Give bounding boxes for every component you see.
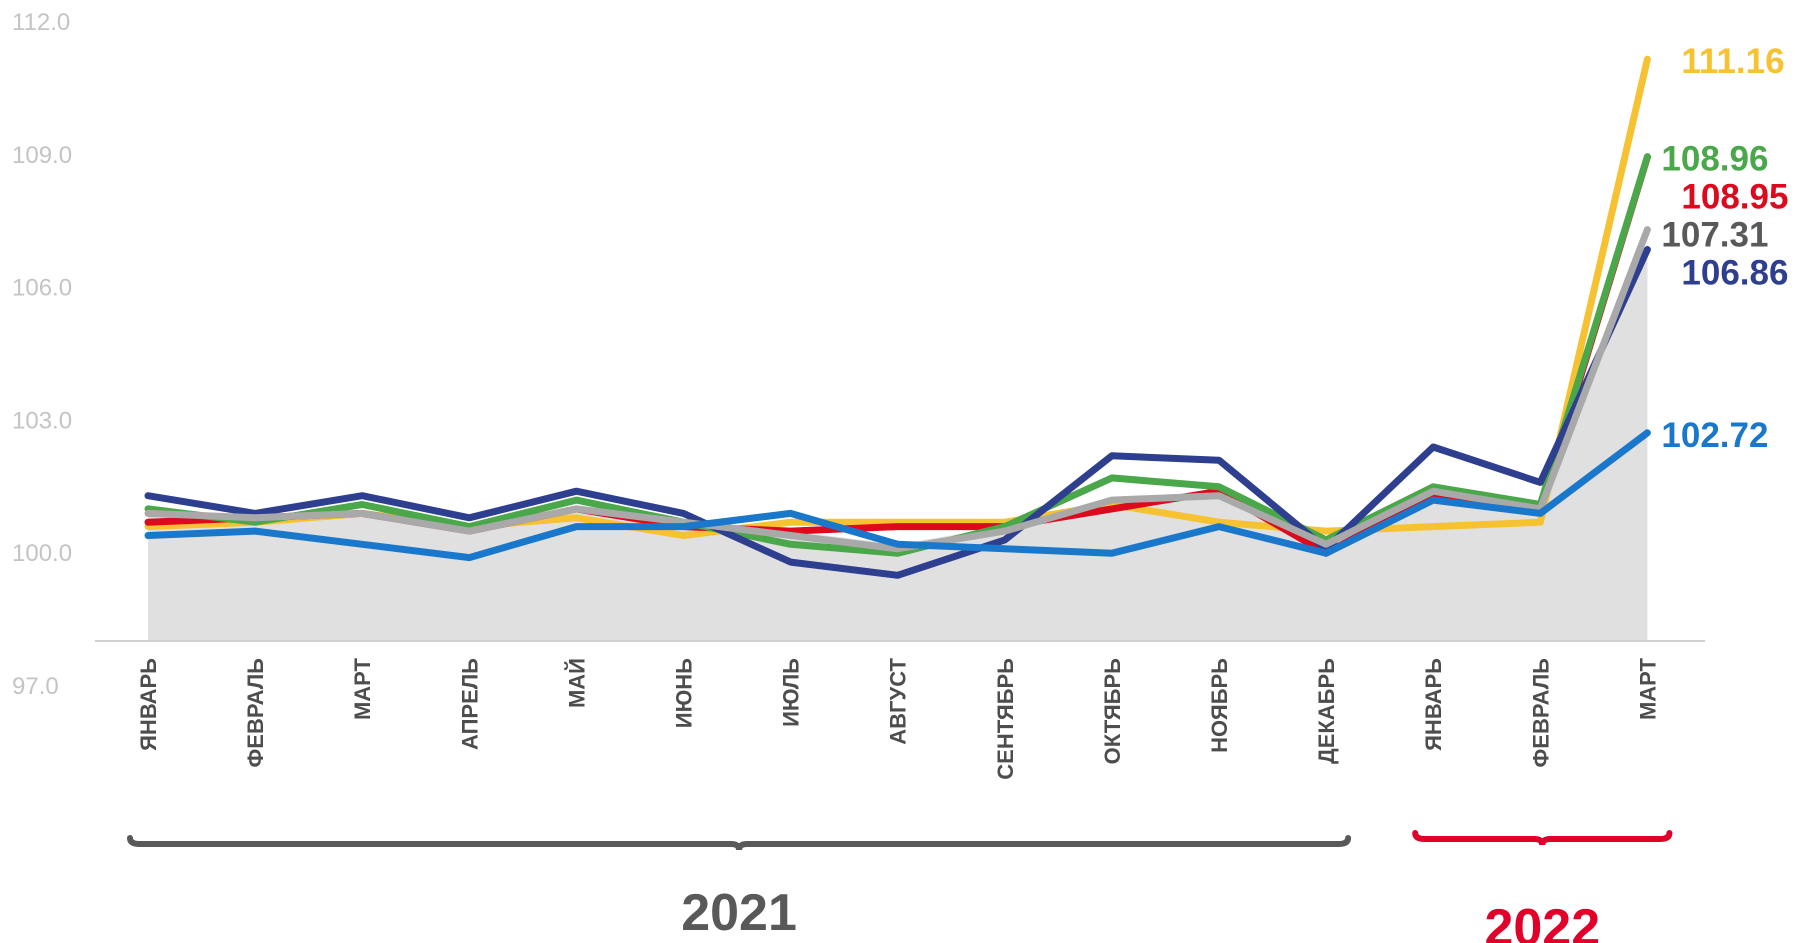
end-value-label: 108.95 bbox=[1681, 178, 1788, 217]
series-line bbox=[144, 226, 1651, 553]
year-groups: 2021 2022 bbox=[127, 830, 1673, 943]
x-tick-label: АВГУСТ bbox=[886, 657, 911, 744]
end-value-label: 107.31 bbox=[1661, 216, 1768, 255]
end-value-label: 111.16 bbox=[1681, 42, 1784, 81]
series-layer bbox=[144, 55, 1651, 579]
year-label: 2022 bbox=[1484, 899, 1600, 943]
series-line bbox=[144, 429, 1651, 562]
x-tick-label: МАРТ bbox=[350, 657, 375, 720]
y-tick-label: 112.0 bbox=[12, 9, 70, 36]
y-tick-label: 97.0 bbox=[12, 673, 59, 700]
x-tick-label: ФЕВРАЛЬ bbox=[243, 658, 268, 768]
x-tick-label: СЕНТЯБРЬ bbox=[993, 658, 1018, 780]
x-tick-label: ЯНВАРЬ bbox=[136, 658, 161, 751]
end-value-label: 102.72 bbox=[1661, 416, 1768, 455]
x-tick-label: ДЕКАБРЬ bbox=[1314, 658, 1339, 764]
x-tick-label: МАРТ bbox=[1635, 657, 1660, 720]
year-label: 2021 bbox=[681, 884, 797, 942]
year-brace bbox=[127, 835, 1352, 851]
series-line bbox=[144, 153, 1651, 557]
x-tick-label: МАЙ bbox=[564, 658, 589, 708]
series-line bbox=[144, 246, 1651, 579]
y-axis-ticks: 112.0 109.0 106.0 103.0 100.0 97.0 bbox=[12, 9, 72, 700]
x-tick-label: ИЮНЬ bbox=[672, 658, 697, 728]
x-axis-ticks: ЯНВАРЬ ФЕВРАЛЬ МАРТ АПРЕЛЬ МАЙ ИЮНЬ ИЮЛЬ АВГУСТ… bbox=[136, 657, 1660, 779]
y-tick-label: 100.0 bbox=[12, 540, 72, 567]
x-tick-label: ФЕВРАЛЬ bbox=[1528, 658, 1553, 768]
series-line bbox=[144, 55, 1651, 539]
x-tick-label: ОКТЯБРЬ bbox=[1100, 658, 1125, 765]
x-tick-label: НОЯБРЬ bbox=[1207, 658, 1232, 753]
area-fill bbox=[148, 243, 1648, 642]
y-tick-label: 106.0 bbox=[12, 275, 72, 302]
area-layer bbox=[148, 243, 1648, 642]
x-tick-label: ЯНВАРЬ bbox=[1421, 658, 1446, 751]
x-tick-label: ИЮЛЬ bbox=[779, 658, 804, 727]
end-value-label: 106.86 bbox=[1681, 254, 1788, 293]
year-brace bbox=[1412, 830, 1673, 846]
y-tick-label: 103.0 bbox=[12, 407, 72, 434]
end-value-label: 108.96 bbox=[1661, 140, 1768, 179]
y-tick-label: 109.0 bbox=[12, 142, 72, 169]
x-tick-label: АПРЕЛЬ bbox=[457, 658, 482, 750]
